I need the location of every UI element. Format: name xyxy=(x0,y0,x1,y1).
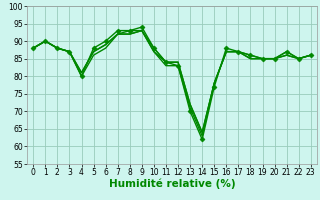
X-axis label: Humidité relative (%): Humidité relative (%) xyxy=(109,179,235,189)
